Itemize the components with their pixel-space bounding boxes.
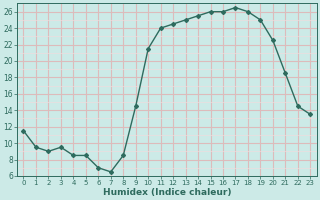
X-axis label: Humidex (Indice chaleur): Humidex (Indice chaleur) xyxy=(103,188,231,197)
